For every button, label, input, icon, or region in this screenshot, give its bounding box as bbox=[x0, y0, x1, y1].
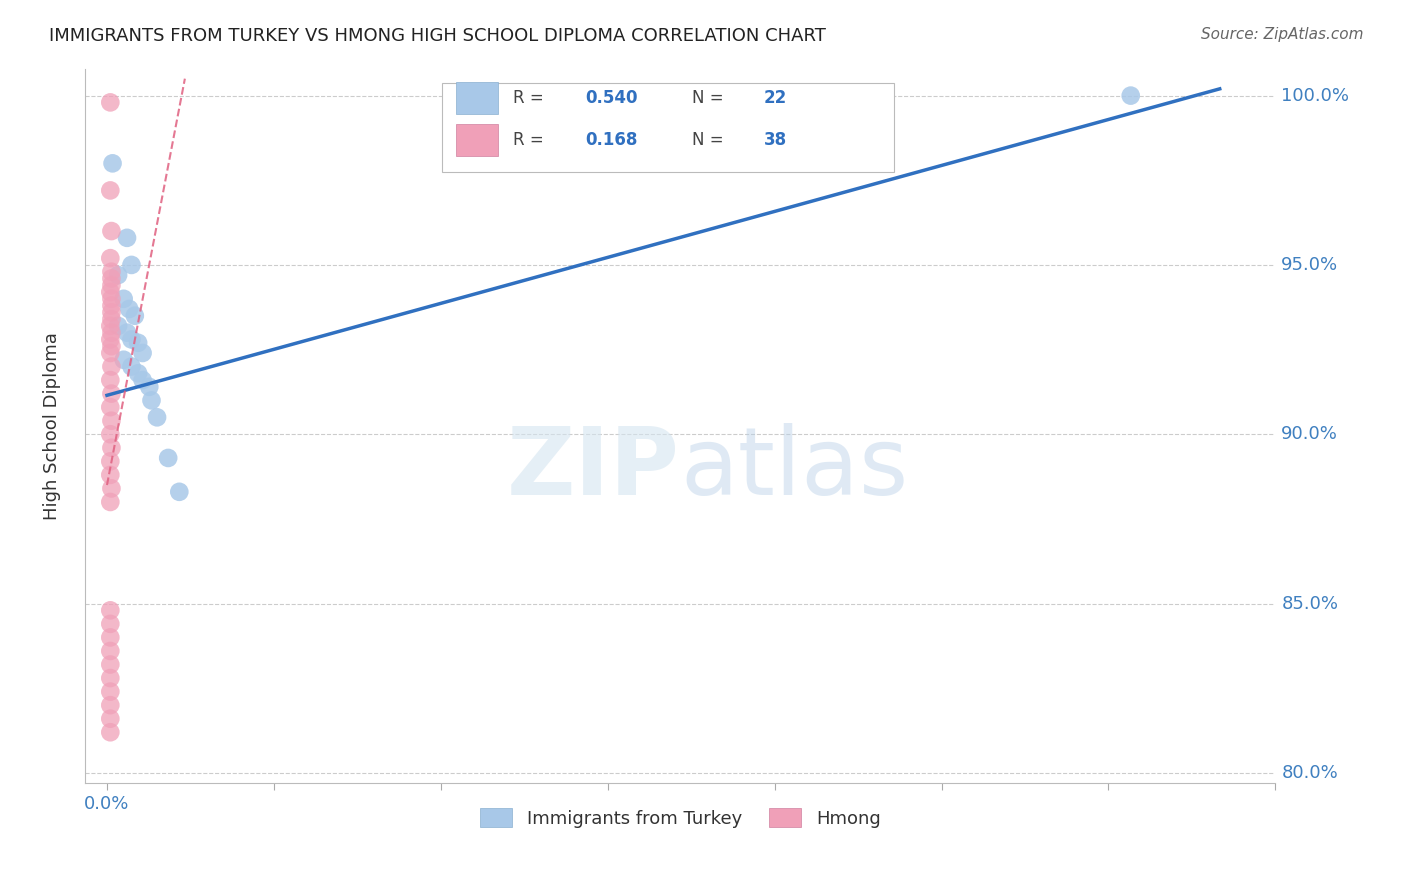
FancyBboxPatch shape bbox=[441, 83, 894, 172]
Point bbox=[100, 299, 122, 313]
Point bbox=[98, 346, 121, 360]
Point bbox=[121, 359, 143, 374]
Point bbox=[131, 373, 153, 387]
Text: 100.0%: 100.0% bbox=[1281, 87, 1350, 104]
Point bbox=[98, 251, 121, 265]
Text: IMMIGRANTS FROM TURKEY VS HMONG HIGH SCHOOL DIPLOMA CORRELATION CHART: IMMIGRANTS FROM TURKEY VS HMONG HIGH SCH… bbox=[49, 27, 827, 45]
Point bbox=[98, 318, 121, 333]
Text: 38: 38 bbox=[763, 131, 786, 149]
Point bbox=[98, 285, 121, 299]
Point bbox=[98, 467, 121, 482]
Point bbox=[100, 312, 122, 326]
Point bbox=[98, 454, 121, 468]
Point bbox=[112, 292, 135, 306]
Point bbox=[100, 271, 122, 285]
Point bbox=[98, 495, 121, 509]
Point bbox=[98, 183, 121, 197]
Point bbox=[115, 231, 138, 245]
Point bbox=[100, 359, 122, 374]
Point bbox=[100, 278, 122, 293]
Point bbox=[107, 318, 129, 333]
Point bbox=[100, 224, 122, 238]
Point bbox=[98, 671, 121, 685]
Text: R =: R = bbox=[513, 131, 554, 149]
Text: 85.0%: 85.0% bbox=[1281, 595, 1339, 613]
Point bbox=[138, 380, 160, 394]
Point bbox=[127, 366, 149, 380]
Point bbox=[121, 333, 143, 347]
Point bbox=[98, 616, 121, 631]
Point bbox=[98, 95, 121, 110]
Point bbox=[98, 644, 121, 658]
Point bbox=[100, 386, 122, 401]
Bar bbox=[456, 124, 498, 156]
Point bbox=[101, 156, 124, 170]
Text: Source: ZipAtlas.com: Source: ZipAtlas.com bbox=[1201, 27, 1364, 42]
Point bbox=[98, 657, 121, 672]
Text: 0.540: 0.540 bbox=[585, 89, 637, 107]
Text: atlas: atlas bbox=[681, 423, 908, 515]
Point bbox=[100, 482, 122, 496]
Text: R =: R = bbox=[513, 89, 550, 107]
Point bbox=[98, 603, 121, 617]
Point bbox=[107, 268, 129, 282]
Point bbox=[118, 301, 141, 316]
Point bbox=[131, 346, 153, 360]
Legend: Immigrants from Turkey, Hmong: Immigrants from Turkey, Hmong bbox=[472, 801, 887, 835]
Point bbox=[1119, 88, 1142, 103]
Point bbox=[98, 698, 121, 713]
Point bbox=[169, 484, 191, 499]
Point bbox=[100, 441, 122, 455]
Text: ZIP: ZIP bbox=[508, 423, 681, 515]
Point bbox=[121, 258, 143, 272]
Bar bbox=[456, 82, 498, 114]
Point bbox=[98, 684, 121, 698]
Text: N =: N = bbox=[692, 131, 728, 149]
Point bbox=[98, 631, 121, 645]
Text: 80.0%: 80.0% bbox=[1281, 764, 1339, 782]
Y-axis label: High School Diploma: High School Diploma bbox=[44, 332, 60, 520]
Point bbox=[100, 265, 122, 279]
Point bbox=[100, 305, 122, 319]
Point bbox=[98, 427, 121, 442]
Text: 22: 22 bbox=[763, 89, 786, 107]
Text: 90.0%: 90.0% bbox=[1281, 425, 1339, 443]
Point bbox=[100, 292, 122, 306]
Text: 95.0%: 95.0% bbox=[1281, 256, 1339, 274]
Point bbox=[115, 326, 138, 340]
Point bbox=[127, 335, 149, 350]
Point bbox=[124, 309, 146, 323]
Point bbox=[98, 712, 121, 726]
Point bbox=[146, 410, 169, 425]
Point bbox=[100, 326, 122, 340]
Point bbox=[98, 400, 121, 414]
Point bbox=[100, 414, 122, 428]
Point bbox=[100, 339, 122, 353]
Point bbox=[112, 352, 135, 367]
Text: N =: N = bbox=[692, 89, 728, 107]
Point bbox=[141, 393, 163, 408]
Point bbox=[98, 725, 121, 739]
Point bbox=[157, 450, 180, 465]
Point bbox=[98, 333, 121, 347]
Point bbox=[98, 373, 121, 387]
Text: 0.168: 0.168 bbox=[585, 131, 637, 149]
